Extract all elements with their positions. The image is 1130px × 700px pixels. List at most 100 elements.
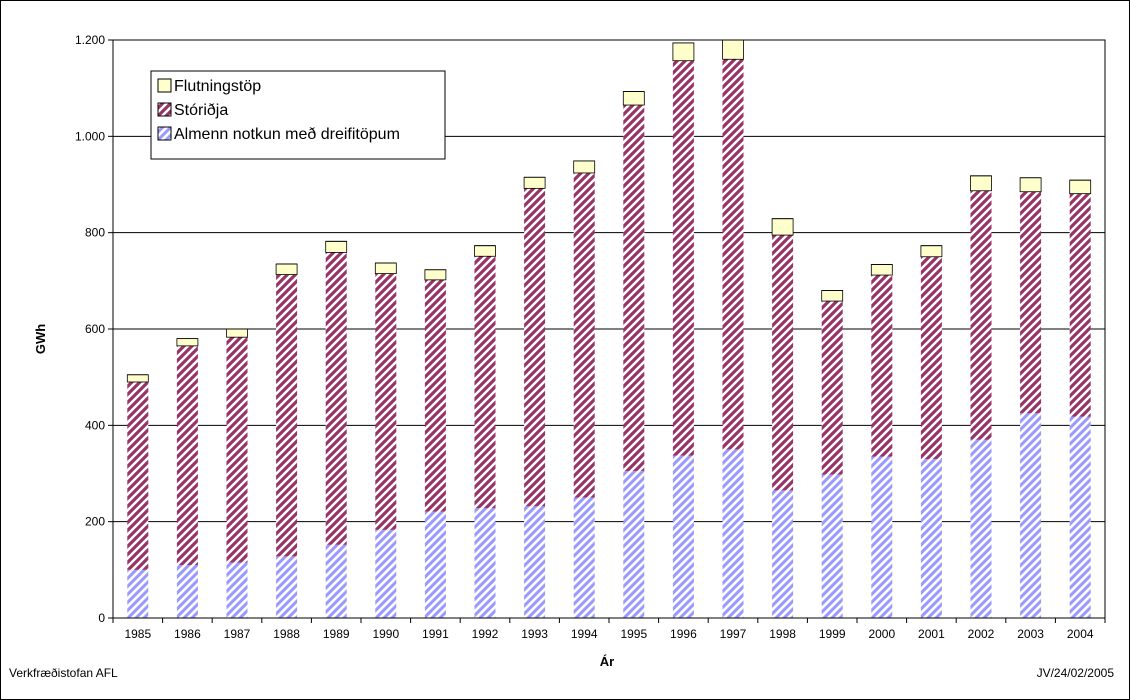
bar-segment-flutningstop bbox=[374, 262, 397, 275]
bar-segment-almenn bbox=[1069, 416, 1091, 618]
bar-segment-almenn bbox=[772, 490, 794, 618]
bar-segment-almenn bbox=[871, 456, 893, 618]
footer-company: Verkfræðistofan AFL bbox=[9, 666, 118, 680]
bar-segment-storidja bbox=[127, 381, 149, 570]
y-tick-label: 1.000 bbox=[75, 129, 105, 143]
y-tick-label: 400 bbox=[85, 418, 105, 432]
y-tick-label: 200 bbox=[85, 515, 105, 529]
bar-segment-almenn bbox=[176, 565, 198, 618]
bar-segment-flutningstop bbox=[722, 39, 744, 60]
bar-segment-almenn bbox=[375, 529, 397, 618]
bar-segment-storidja bbox=[970, 190, 992, 440]
bar-segment-flutningstop bbox=[275, 263, 298, 275]
bar-segment-storidja bbox=[1020, 191, 1042, 414]
bar-segment-storidja bbox=[871, 275, 893, 457]
bar-segment-storidja bbox=[226, 337, 248, 563]
bar-segment-almenn bbox=[672, 455, 694, 618]
bar-segment-almenn bbox=[1020, 413, 1042, 618]
bar-segment-flutningstop bbox=[176, 338, 199, 347]
bar-segment-almenn bbox=[524, 506, 546, 618]
y-axis-title: GWh bbox=[33, 324, 48, 354]
x-tick-label: 1993 bbox=[521, 627, 548, 641]
bar-segment-flutningstop bbox=[474, 245, 496, 257]
legend-label: Flutningstöp bbox=[174, 78, 261, 95]
bar-segment-flutningstop bbox=[1069, 179, 1092, 195]
x-tick-label: 1992 bbox=[472, 627, 499, 641]
axes bbox=[108, 39, 1106, 623]
y-tick-label: 0 bbox=[98, 611, 105, 625]
y-tick-label: 600 bbox=[85, 322, 105, 336]
bar-segment-almenn bbox=[127, 569, 149, 618]
bar-segment-storidja bbox=[276, 274, 298, 557]
x-tick-label: 1996 bbox=[670, 627, 697, 641]
bar-segment-flutningstop bbox=[226, 328, 248, 338]
x-tick-label: 1997 bbox=[720, 627, 747, 641]
legend-swatch bbox=[157, 102, 172, 117]
bar-segment-almenn bbox=[424, 511, 446, 618]
y-tick-label: 1.200 bbox=[75, 33, 105, 47]
x-tick-label: 1987 bbox=[224, 627, 251, 641]
bar-segment-storidja bbox=[325, 252, 347, 545]
bar-segment-storidja bbox=[474, 256, 496, 509]
x-tick-label: 2001 bbox=[918, 627, 945, 641]
bar-segment-flutningstop bbox=[672, 42, 695, 62]
bar-segment-flutningstop bbox=[970, 175, 992, 192]
bar-segment-flutningstop bbox=[126, 374, 149, 383]
bar-segment-flutningstop bbox=[821, 290, 844, 302]
x-tick-label: 1988 bbox=[273, 627, 300, 641]
x-tick-label: 2004 bbox=[1067, 627, 1094, 641]
bar-segment-flutningstop bbox=[573, 160, 596, 174]
bar-segment-flutningstop bbox=[523, 176, 546, 189]
x-tick-label: 2002 bbox=[968, 627, 995, 641]
bar-segment-storidja bbox=[176, 345, 198, 566]
bar-segment-almenn bbox=[722, 449, 744, 618]
bar-segment-flutningstop bbox=[325, 240, 348, 253]
legend: Flutningstöp Stóriðja Almenn notkun með dr… bbox=[150, 70, 446, 160]
bar-segment-storidja bbox=[920, 256, 942, 460]
bar-segment-storidja bbox=[821, 301, 843, 475]
bar-segment-storidja bbox=[573, 172, 595, 498]
bar-segment-storidja bbox=[1069, 193, 1091, 417]
legend-label: Stóriðja bbox=[174, 102, 228, 119]
x-tick-label: 1998 bbox=[769, 627, 796, 641]
bar-segment-storidja bbox=[375, 273, 397, 530]
x-tick-label: 1986 bbox=[174, 627, 201, 641]
bar-segment-almenn bbox=[226, 562, 248, 618]
bar-segment-flutningstop bbox=[1019, 177, 1042, 193]
legend-swatch bbox=[157, 78, 172, 93]
bar-segment-almenn bbox=[821, 474, 843, 618]
bar-segment-storidja bbox=[722, 59, 744, 450]
bar-segment-flutningstop bbox=[771, 218, 794, 236]
bar-segment-almenn bbox=[474, 508, 496, 618]
legend-swatch bbox=[157, 126, 172, 141]
legend-box bbox=[150, 70, 446, 160]
y-tick-label: 800 bbox=[85, 226, 105, 240]
bar-segment-almenn bbox=[573, 497, 595, 618]
bar-segment-almenn bbox=[920, 459, 942, 618]
bar-segment-flutningstop bbox=[424, 269, 447, 281]
x-tick-label: 1995 bbox=[620, 627, 647, 641]
legend-label: Almenn notkun með dreifitöpum bbox=[174, 126, 400, 143]
x-tick-label: 2000 bbox=[868, 627, 895, 641]
footer-date-stamp: JV/24/02/2005 bbox=[1036, 666, 1114, 680]
bar-segment-flutningstop bbox=[622, 91, 645, 106]
bar-segment-storidja bbox=[772, 235, 794, 491]
bar-segment-almenn bbox=[276, 556, 298, 618]
bar-segment-storidja bbox=[524, 188, 546, 507]
bars bbox=[126, 39, 1092, 618]
bar-segment-almenn bbox=[325, 544, 347, 618]
x-tick-label: 1991 bbox=[422, 627, 449, 641]
x-axis-title: Ár bbox=[600, 654, 614, 669]
x-tick-label: 1989 bbox=[323, 627, 350, 641]
bar-segment-almenn bbox=[623, 471, 645, 618]
x-tick-label: 1990 bbox=[372, 627, 399, 641]
bar-segment-storidja bbox=[672, 60, 694, 456]
bar-segment-flutningstop bbox=[920, 245, 943, 258]
x-tick-label: 1994 bbox=[571, 627, 598, 641]
x-tick-label: 1985 bbox=[124, 627, 151, 641]
x-tick-label: 1999 bbox=[819, 627, 846, 641]
bar-segment-flutningstop bbox=[870, 264, 893, 276]
tick-labels: 0 200 400 600 800 1.000 1.200 1985 1986 1987 1988 1… bbox=[75, 33, 1094, 641]
